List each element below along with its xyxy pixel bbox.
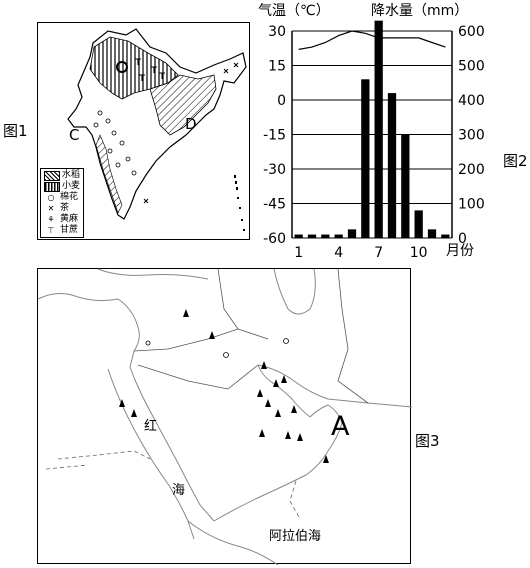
point-a-label: A xyxy=(331,411,350,442)
red-sea-west-coast xyxy=(107,368,195,540)
middle-east-map-panel: 红 海 阿拉伯海 A xyxy=(37,268,413,566)
legend-item-rice: 水稻 xyxy=(44,170,80,181)
precipitation-bar xyxy=(414,210,423,238)
right-tick-label: 100 xyxy=(458,197,485,213)
legend-label-tea: 茶 xyxy=(60,203,70,213)
india-map xyxy=(67,28,247,231)
caspian-area xyxy=(273,268,316,315)
cotton-symbols xyxy=(93,110,137,176)
x-tick-label: 7 xyxy=(374,245,383,261)
somalia-coast xyxy=(187,520,279,566)
precipitation-bar xyxy=(294,234,303,238)
india-map-panel: C D 水稻 小麦 ○ 棉花 ✕ 茶 ⚘ 黄麻 ⊤ 甘蔗 xyxy=(37,22,250,240)
legend-label-cotton: 棉花 xyxy=(60,192,79,202)
right-tick-label: 0 xyxy=(458,231,467,247)
persian-gulf-east xyxy=(257,364,413,408)
black-sea-coast xyxy=(97,268,209,280)
right-tick-label: 200 xyxy=(458,162,485,178)
islands xyxy=(234,175,245,231)
sugarcane-symbol-icon: ⊤ xyxy=(47,226,55,235)
left-tick-label: -60 xyxy=(263,231,286,247)
region-label-d: D xyxy=(185,115,197,133)
legend-label-sugarcane: 甘蔗 xyxy=(60,225,79,235)
border-4 xyxy=(217,268,239,330)
x-tick-label: 4 xyxy=(334,245,343,261)
legend-item-cotton: ○ 棉花 xyxy=(44,192,80,203)
legend-item-tea: ✕ 茶 xyxy=(44,203,80,214)
precipitation-bar xyxy=(321,234,330,238)
figure3-label: 图3 xyxy=(415,432,440,450)
temperature-line xyxy=(298,30,446,50)
dashed-border-3 xyxy=(45,464,89,470)
border-2 xyxy=(137,364,259,390)
crop-legend: 水稻 小麦 ○ 棉花 ✕ 茶 ⚘ 黄麻 ⊤ 甘蔗 xyxy=(40,168,85,238)
dashed-border-2 xyxy=(289,480,301,520)
oman-coast xyxy=(309,404,343,452)
left-tick-label: -30 xyxy=(263,162,286,178)
legend-label-wheat: 小麦 xyxy=(62,181,81,191)
right-tick-label: 600 xyxy=(458,24,485,40)
precipitation-bar xyxy=(334,234,343,238)
circle-symbol-icon: ○ xyxy=(47,193,55,202)
cross-symbol-icon: ✕ xyxy=(47,204,55,213)
border-3 xyxy=(337,268,369,404)
x-tick-label: 10 xyxy=(410,245,428,261)
legend-item-wheat: 小麦 xyxy=(44,181,80,192)
sugarcane-symbols xyxy=(135,58,165,81)
precipitation-bar xyxy=(387,93,397,238)
precipitation-bar xyxy=(374,20,383,239)
arabian-peninsula-south xyxy=(213,450,329,522)
precipitation-bar xyxy=(307,234,317,238)
precipitation-bar xyxy=(347,229,357,238)
red-sea-east-coast xyxy=(129,366,215,522)
rice-region-east xyxy=(149,74,217,136)
oilfield-symbols xyxy=(119,309,329,463)
left-tick-label: -15 xyxy=(263,128,286,144)
red-sea-label-1: 红 xyxy=(144,419,158,434)
dashed-border-1 xyxy=(57,450,151,460)
figure1-label: 图1 xyxy=(3,122,28,140)
rice-region-west xyxy=(95,134,123,214)
right-axis-title: 降水量（mm） xyxy=(371,3,469,19)
mediterranean-coast xyxy=(37,293,140,368)
legend-label-jute: 黄麻 xyxy=(60,214,79,224)
india-outline xyxy=(67,28,247,220)
border-1 xyxy=(133,328,269,352)
precipitation-bar xyxy=(401,134,410,238)
jute-symbol-icon: ⚘ xyxy=(47,215,55,224)
persian-gulf-west xyxy=(257,364,311,418)
red-sea-label-2: 海 xyxy=(172,483,186,498)
right-tick-label: 400 xyxy=(458,93,485,109)
capital-symbol xyxy=(116,61,128,73)
x-axis-unit: 月份 xyxy=(446,243,474,259)
precipitation-bar xyxy=(441,234,450,238)
left-tick-label: -45 xyxy=(263,197,286,213)
legend-label-rice: 水稻 xyxy=(62,170,81,180)
left-tick-label: 15 xyxy=(268,59,286,75)
x-tick-label: 1 xyxy=(294,245,303,261)
left-tick-label: 0 xyxy=(277,93,286,109)
precipitation-bar xyxy=(427,229,437,238)
legend-item-jute: ⚘ 黄麻 xyxy=(44,214,80,225)
legend-item-sugarcane: ⊤ 甘蔗 xyxy=(44,225,80,236)
region-label-c: C xyxy=(69,126,80,144)
left-tick-label: 30 xyxy=(268,24,286,40)
hatch-vertical-icon xyxy=(44,181,60,192)
middle-east-map xyxy=(37,268,413,566)
figure2-label: 图2 xyxy=(503,152,528,170)
precipitation-bar xyxy=(361,79,370,238)
left-axis-title: 气温（℃） xyxy=(258,3,330,19)
hatch-diagonal-icon xyxy=(44,170,60,181)
right-tick-label: 500 xyxy=(458,59,485,75)
arabian-sea-label: 阿拉伯海 xyxy=(269,529,322,544)
right-tick-label: 300 xyxy=(458,128,485,144)
city-symbols xyxy=(145,338,289,358)
tea-symbols xyxy=(143,62,239,204)
